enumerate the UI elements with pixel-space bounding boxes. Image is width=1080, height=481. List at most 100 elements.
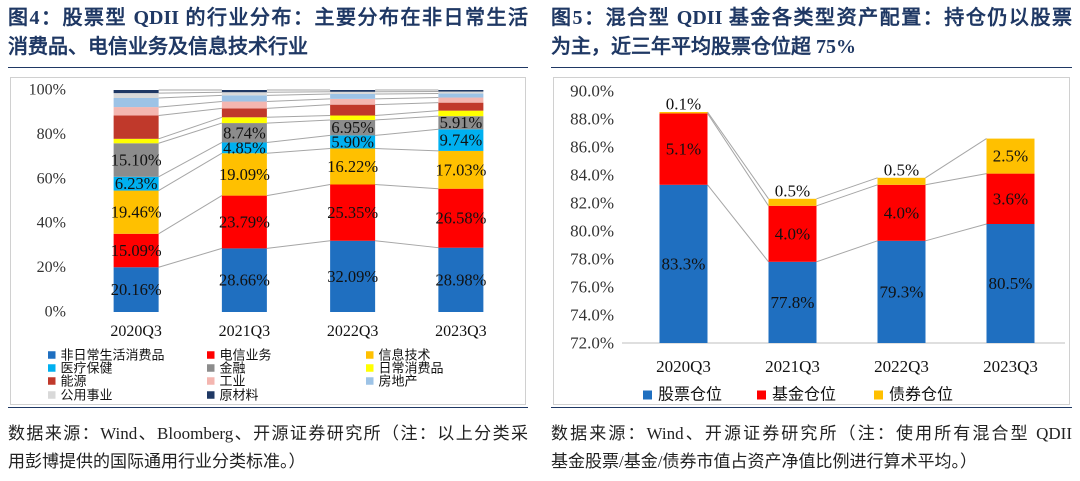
- y-tick-label: 74.0%: [570, 306, 614, 325]
- y-tick-label: 76.0%: [570, 278, 614, 297]
- bar-segment: [659, 112, 708, 114]
- legend-item: 电信业务: [207, 348, 272, 363]
- legend-swatch: [207, 364, 215, 372]
- series-connector-line: [925, 138, 987, 179]
- legend-label: 信息技术: [379, 348, 431, 363]
- figure-5-title-line-2: 为主，近三年平均股票仓位超 75%: [551, 36, 856, 58]
- data-label: 28.66%: [219, 271, 270, 290]
- data-label: 0.5%: [884, 160, 919, 179]
- y-tick-label: 72.0%: [570, 334, 614, 353]
- data-label: 15.10%: [111, 151, 162, 170]
- bar-segment: [438, 150, 484, 189]
- data-label: 17.03%: [435, 160, 486, 179]
- bar-segment: [330, 135, 376, 149]
- data-label: 16.22%: [327, 157, 378, 176]
- series-connector-line: [375, 115, 439, 121]
- bar-segment: [330, 104, 376, 116]
- series-connector-line: [158, 195, 223, 235]
- legend-swatch: [48, 364, 56, 372]
- data-label: 9.74%: [440, 131, 483, 150]
- series-connector-line: [816, 177, 878, 200]
- bar-segment: [330, 184, 376, 241]
- data-label: 20.16%: [111, 280, 162, 299]
- legend-swatch: [207, 351, 215, 359]
- legend-item: 非日常生活消费品: [48, 348, 165, 363]
- x-category-label: 2023Q3: [983, 357, 1038, 376]
- legend-item: 医疗保健: [48, 361, 113, 376]
- data-label: 80.5%: [989, 274, 1033, 293]
- series-connector-line: [816, 184, 878, 207]
- legend-label: 工业: [220, 374, 246, 389]
- data-label: 4.0%: [775, 224, 810, 243]
- bar-segment: [659, 184, 708, 343]
- bar-segment: [221, 195, 267, 249]
- bar-segment: [330, 115, 376, 120]
- bar-segment: [986, 173, 1035, 224]
- legend-item: 信息技术: [366, 348, 431, 363]
- bar-segment: [330, 98, 376, 105]
- legend-label: 非日常生活消费品: [61, 348, 165, 363]
- series-connector-line: [158, 94, 222, 99]
- bar-segment: [877, 177, 926, 185]
- x-category-label: 2020Q3: [656, 357, 711, 376]
- data-label: 4.85%: [223, 138, 266, 157]
- bar-segment: [113, 176, 159, 191]
- legend-label: 原材料: [220, 388, 259, 403]
- figure-4-title-divider: [8, 67, 528, 68]
- bar-segment: [221, 248, 267, 312]
- bar-segment: [986, 224, 1035, 343]
- series-connector-line: [266, 184, 331, 197]
- data-label: 19.09%: [219, 165, 270, 184]
- data-label: 28.98%: [435, 270, 486, 289]
- bar-segment: [113, 93, 159, 98]
- series-connector-line: [266, 240, 331, 249]
- data-label: 3.6%: [993, 189, 1028, 208]
- bar-segment: [768, 205, 817, 262]
- bar-segment: [438, 97, 484, 103]
- bar-segment: [113, 107, 159, 116]
- bar-segment: [221, 101, 267, 109]
- bar-segment: [438, 91, 484, 94]
- series-connector-line: [375, 128, 439, 136]
- bar-segment: [330, 91, 376, 94]
- y-tick-label: 60%: [37, 170, 66, 187]
- series-connector-line: [707, 184, 769, 263]
- bar-segment: [113, 267, 159, 312]
- x-category-label: 2020Q3: [110, 323, 162, 340]
- series-connector-line: [158, 91, 222, 94]
- legend-label: 医疗保健: [61, 361, 113, 376]
- data-label: 8.74%: [223, 123, 266, 142]
- y-tick-label: 78.0%: [570, 250, 614, 269]
- bar-segment: [221, 92, 267, 96]
- chart-border: [10, 77, 526, 405]
- legend-swatch: [643, 390, 652, 400]
- series-connector-line: [707, 113, 769, 207]
- figure-5-source-divider: [551, 407, 1072, 408]
- data-label: 19.46%: [111, 203, 162, 222]
- figure-5-title-divider: [551, 67, 1072, 68]
- series-connector-line: [266, 93, 331, 96]
- data-label: 32.09%: [327, 267, 378, 286]
- legend-swatch: [874, 390, 883, 400]
- data-label: 5.91%: [440, 113, 483, 132]
- bar-segment: [221, 153, 267, 196]
- series-connector-line: [375, 183, 439, 190]
- legend-swatch: [207, 391, 215, 399]
- series-connector-line: [266, 104, 331, 109]
- legend-item: 工业: [207, 374, 246, 389]
- legend-label: 公用事业: [61, 388, 113, 403]
- y-tick-label: 88.0%: [570, 110, 614, 129]
- data-label: 6.95%: [331, 118, 374, 137]
- data-label: 83.3%: [662, 254, 706, 273]
- bar-segment: [221, 123, 267, 143]
- legend-item: 能源: [48, 374, 87, 389]
- legend-label: 债券仓位: [889, 386, 953, 404]
- x-category-label: 2022Q3: [327, 323, 379, 340]
- series-connector-line: [266, 98, 331, 103]
- data-label: 5.1%: [666, 140, 701, 159]
- series-connector-line: [158, 101, 222, 108]
- bar-segment: [438, 116, 484, 130]
- bar-segment: [768, 198, 817, 206]
- bar-segment: [438, 102, 484, 111]
- figure-5-title-line-1: 图5：混合型 QDII 基金各类型资产配置：持仓仍以股票: [551, 7, 1072, 29]
